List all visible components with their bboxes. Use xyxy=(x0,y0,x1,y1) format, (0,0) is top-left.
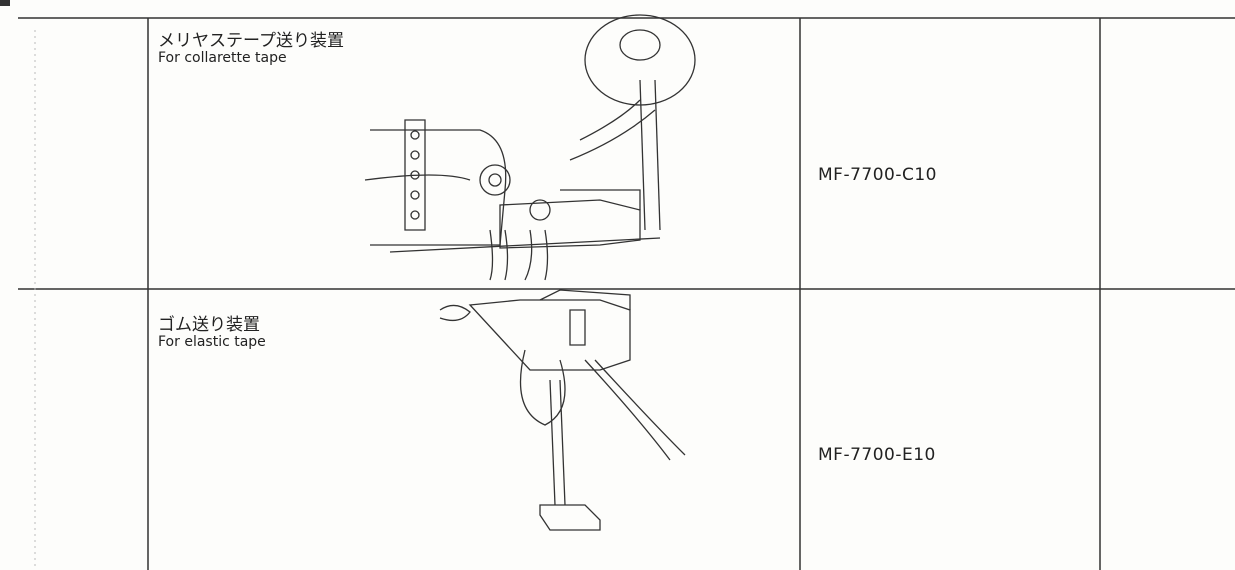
item-title-en: For collarette tape xyxy=(158,50,287,66)
illustration-elastic xyxy=(439,289,686,531)
part-number: MF-7700-E10 xyxy=(818,445,936,465)
item-title-ja: ゴム送り装置 xyxy=(158,315,260,335)
part-number: MF-7700-C10 xyxy=(818,165,937,185)
illustration-collarette xyxy=(364,14,696,281)
item-title-ja: メリヤステープ送り装置 xyxy=(158,31,344,51)
item-title-en: For elastic tape xyxy=(158,334,266,350)
